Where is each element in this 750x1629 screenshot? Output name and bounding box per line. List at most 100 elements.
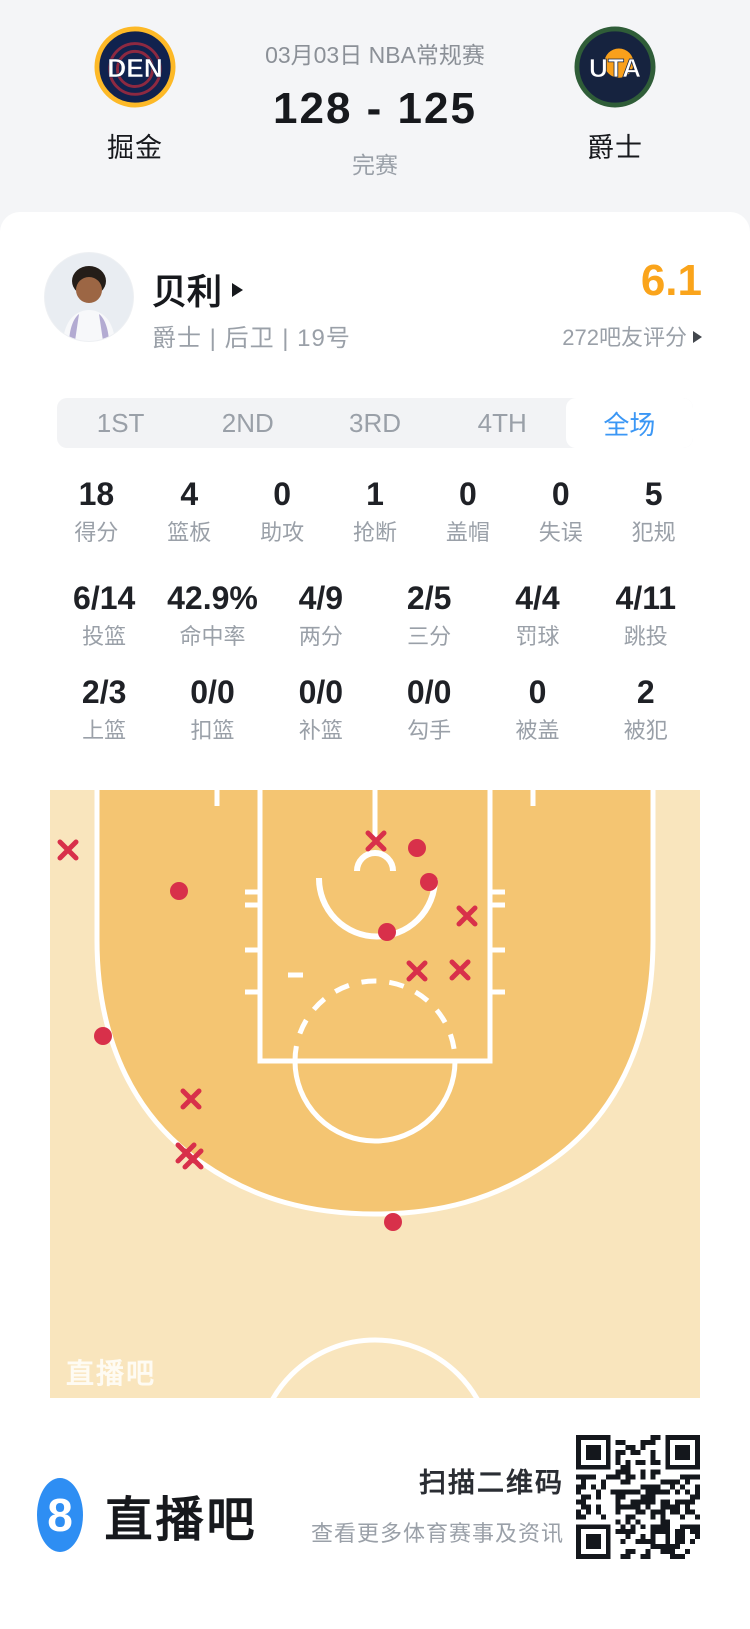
stat-value: 4 <box>180 476 199 512</box>
stats-row-basic: 18 得分 4 篮板 0 助攻 1 抢断 <box>50 474 700 548</box>
shot-missed-marker <box>406 960 428 982</box>
stats-row-detail: 2/3 上篮 0/0 扣篮 0/0 补篮 0/0 勾手 <box>50 672 700 746</box>
team-home: DEN 掘金 <box>55 26 215 165</box>
match-score: 128 - 125 <box>273 84 477 133</box>
stat-label: 补篮 <box>298 718 343 743</box>
stat-label: 罚球 <box>515 624 560 649</box>
stat-item: 6/14 投篮 <box>50 578 158 652</box>
stat-value: 5 <box>644 476 663 512</box>
stat-label: 被盖 <box>515 718 560 743</box>
stat-item: 4 篮板 <box>143 474 236 548</box>
stat-value: 42.9% <box>167 580 258 616</box>
stat-item: 4/4 罚球 <box>483 578 591 652</box>
stat-value: 0/0 <box>406 674 452 710</box>
player-avatar-image <box>45 253 133 341</box>
shot-markers-layer <box>57 830 478 1231</box>
quarter-tab[interactable]: 全场 <box>565 398 693 448</box>
stat-label: 抢断 <box>353 520 398 545</box>
uta-team-logo-icon: UTA <box>574 26 656 108</box>
arrow-right-icon <box>232 282 244 297</box>
match-status: 完赛 <box>352 152 398 178</box>
shot-made-marker <box>94 1027 112 1045</box>
stat-item: 2/3 上篮 <box>50 672 158 746</box>
stats-row-shooting: 6/14 投篮 42.9% 命中率 4/9 两分 2/5 三分 <box>50 578 700 652</box>
stat-item: 0 助攻 <box>236 474 329 548</box>
stat-item: 42.9% 命中率 <box>158 578 266 652</box>
shot-missed-marker <box>456 905 478 927</box>
stat-label: 两分 <box>298 624 343 649</box>
stat-value: 0 <box>528 674 547 710</box>
stat-label: 扣篮 <box>190 718 235 743</box>
quarter-tab[interactable]: 1ST <box>57 398 184 448</box>
shot-missed-marker <box>57 839 79 861</box>
header-center: 03月03日 NBA常规赛 128 - 125 完赛 <box>215 0 535 180</box>
stat-value: 4/9 <box>298 580 344 616</box>
player-rating-link[interactable]: 6.1 272吧友评分 <box>562 256 702 352</box>
court-watermark: 直播吧 <box>66 1358 157 1389</box>
shot-missed-marker <box>182 1148 204 1170</box>
match-date-title: 03月03日 NBA常规赛 <box>265 42 485 68</box>
player-rating: 6.1 <box>640 256 702 305</box>
quarter-tab-label: 3RD <box>349 407 402 438</box>
stat-item: 1 抢断 <box>329 474 422 548</box>
qr-texts: 扫描二维码 查看更多体育赛事及资讯 <box>264 1461 564 1548</box>
stat-value: 0 <box>273 476 292 512</box>
stat-item: 0/0 勾手 <box>375 672 483 746</box>
stat-label: 失误 <box>538 520 583 545</box>
stat-item: 4/11 跳投 <box>592 578 700 652</box>
stat-value: 0 <box>458 476 477 512</box>
content-card: 贝利 爵士 | 后卫 | 19号 6.1 272吧友评分 1ST 2ND 3RD… <box>0 212 750 1629</box>
stat-item: 2 被犯 <box>592 672 700 746</box>
stat-value: 0/0 <box>190 674 235 710</box>
team-away: UTA 爵士 <box>535 26 695 165</box>
stat-value: 4/11 <box>615 580 677 616</box>
qr-title: 扫描二维码 <box>419 1468 564 1498</box>
quarter-tab[interactable]: 2ND <box>184 398 311 448</box>
quarter-tab-label: 全场 <box>603 409 656 440</box>
team-home-name: 掘金 <box>107 133 163 163</box>
svg-text:DEN: DEN <box>107 53 163 83</box>
stat-item: 0 被盖 <box>483 672 591 746</box>
shot-made-marker <box>170 882 188 900</box>
team-away-name: 爵士 <box>587 133 643 163</box>
player-name-link[interactable]: 贝利 <box>152 264 244 312</box>
stat-value: 2/3 <box>81 674 127 710</box>
stat-item: 0 盖帽 <box>421 474 514 548</box>
stat-value: 4/4 <box>515 580 560 616</box>
zhibo8-logo-icon: 8 <box>37 1478 83 1552</box>
shot-made-marker <box>420 873 438 891</box>
stat-label: 篮板 <box>167 520 212 545</box>
stat-value: 1 <box>366 476 384 512</box>
app-footer: 8 直播吧 扫描二维码 查看更多体育赛事及资讯 <box>0 1417 750 1629</box>
stat-item: 18 得分 <box>50 474 143 548</box>
brand-group: 8 直播吧 <box>36 1477 257 1553</box>
stat-value: 0 <box>551 476 570 512</box>
stat-item: 5 犯规 <box>607 474 700 548</box>
den-team-logo-icon: DEN <box>94 26 176 108</box>
shot-made-marker <box>408 839 426 857</box>
shot-chart-court: 直播吧 <box>50 790 700 1398</box>
stat-label: 三分 <box>407 624 452 649</box>
quarter-tab[interactable]: 3RD <box>311 398 438 448</box>
court-drawing <box>50 790 700 1398</box>
quarter-tab[interactable]: 4TH <box>439 398 566 448</box>
shot-made-marker <box>378 923 396 941</box>
stat-label: 助攻 <box>260 520 305 545</box>
svg-text:8: 8 <box>47 1489 73 1541</box>
stat-value: 0/0 <box>298 674 344 710</box>
stat-item: 0/0 补篮 <box>267 672 375 746</box>
stat-label: 犯规 <box>631 520 676 545</box>
qr-code <box>576 1435 700 1559</box>
stat-label: 勾手 <box>407 718 452 743</box>
stat-label: 被犯 <box>623 718 668 743</box>
shot-missed-marker <box>449 959 471 981</box>
shot-made-marker <box>384 1213 402 1231</box>
stat-label: 跳投 <box>623 624 668 649</box>
stat-item: 0/0 扣篮 <box>158 672 266 746</box>
player-card: 贝利 爵士 | 后卫 | 19号 6.1 272吧友评分 <box>0 212 750 362</box>
stat-value: 18 <box>78 476 115 512</box>
match-header: DEN 掘金 03月03日 NBA常规赛 128 - 125 完赛 UTA 爵士 <box>0 0 750 212</box>
stat-label: 盖帽 <box>445 520 490 545</box>
svg-text:UTA: UTA <box>589 53 641 83</box>
